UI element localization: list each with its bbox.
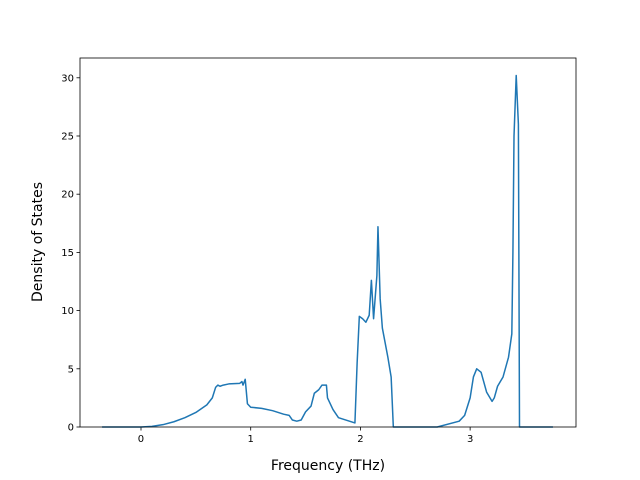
x-axis-label: Frequency (THz) <box>271 458 385 474</box>
data-line <box>102 74 553 428</box>
x-tick-label: 2 <box>357 434 363 445</box>
y-tick-label: 30 <box>61 73 74 84</box>
y-tick-label: 25 <box>61 131 74 142</box>
y-tick-label: 5 <box>68 364 74 375</box>
y-tick-label: 0 <box>68 423 74 434</box>
plot-frame <box>79 57 577 428</box>
y-tick-label: 10 <box>61 306 74 317</box>
y-axis-label: Density of States <box>30 182 46 302</box>
x-tick-label: 0 <box>138 434 144 445</box>
y-tick-label: 20 <box>61 190 74 201</box>
y-tick-label: 15 <box>61 248 74 259</box>
x-tick-label: 3 <box>467 434 473 445</box>
x-tick-label: 1 <box>248 434 254 445</box>
